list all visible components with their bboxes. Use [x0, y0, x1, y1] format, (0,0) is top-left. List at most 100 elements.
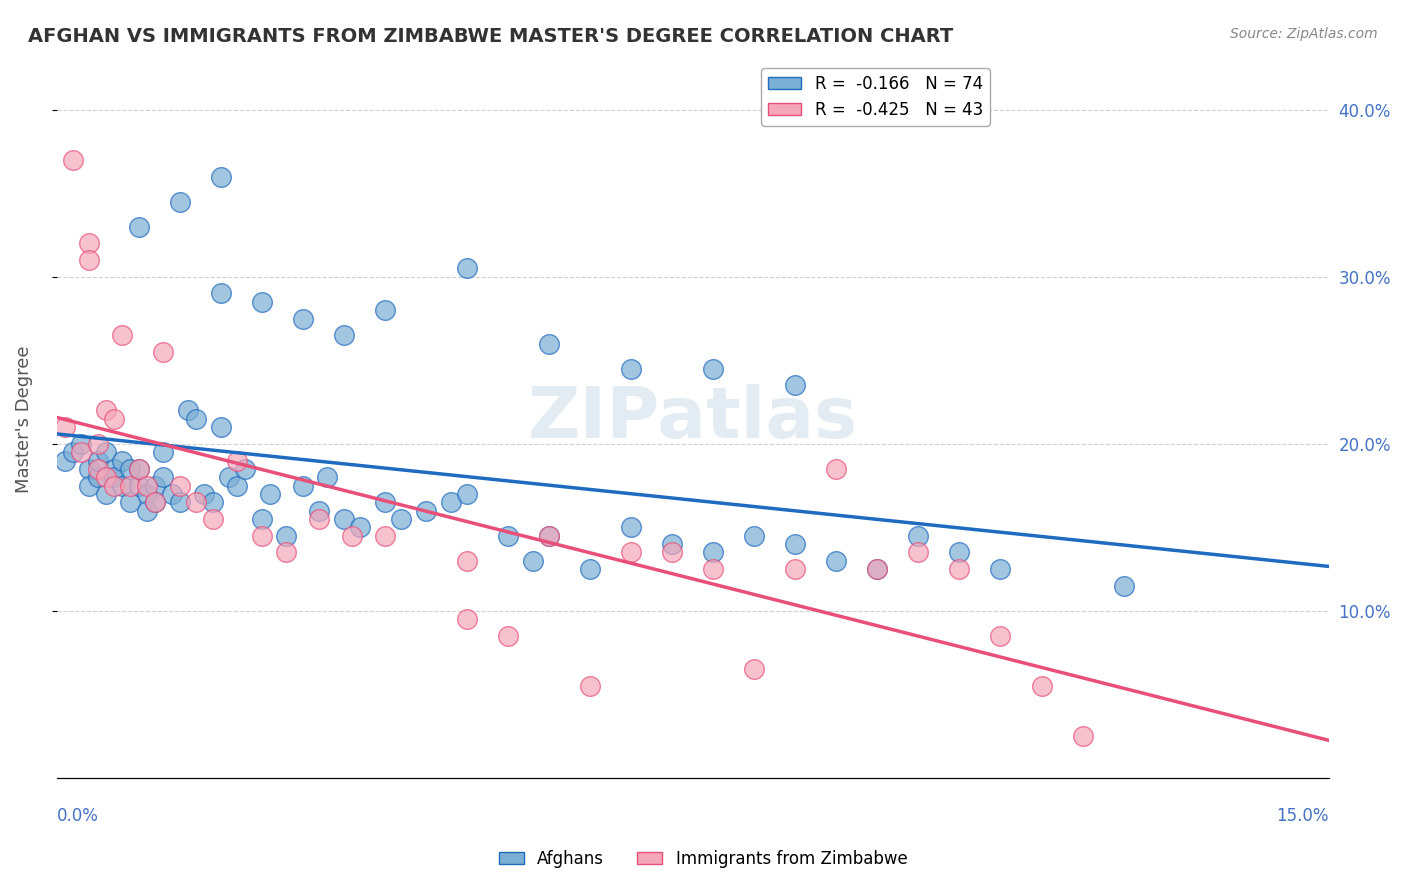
Point: [186, 412, 208, 426]
Text: AFGHAN VS IMMIGRANTS FROM ZIMBABWE MASTER'S DEGREE CORRELATION CHART: AFGHAN VS IMMIGRANTS FROM ZIMBABWE MASTE…: [28, 27, 953, 45]
Point: [496, 529, 519, 543]
Point: [53, 420, 76, 434]
Point: [169, 194, 191, 209]
Point: [866, 562, 889, 576]
Point: [86, 453, 108, 467]
Point: [276, 529, 298, 543]
Point: [538, 529, 561, 543]
Point: [661, 537, 683, 551]
Point: [79, 478, 101, 492]
Point: [169, 495, 191, 509]
Point: [70, 437, 93, 451]
Point: [661, 545, 683, 559]
Point: [702, 562, 724, 576]
Point: [226, 478, 249, 492]
Point: [948, 562, 970, 576]
Point: [160, 487, 183, 501]
Point: [316, 470, 339, 484]
Point: [948, 545, 970, 559]
Point: [415, 504, 437, 518]
Point: [456, 612, 478, 626]
Point: [907, 545, 929, 559]
Point: [135, 504, 157, 518]
Text: 15.0%: 15.0%: [1277, 806, 1329, 825]
Point: [785, 378, 807, 392]
Point: [349, 520, 371, 534]
Point: [250, 294, 273, 309]
Point: [702, 361, 724, 376]
Point: [79, 236, 101, 251]
Point: [86, 437, 108, 451]
Point: [333, 512, 356, 526]
Point: [94, 403, 117, 417]
Point: [62, 445, 84, 459]
Point: [825, 554, 848, 568]
Point: [193, 487, 215, 501]
Point: [374, 495, 396, 509]
Point: [990, 629, 1012, 643]
Point: [456, 554, 478, 568]
Text: ZIPatlas: ZIPatlas: [527, 384, 858, 453]
Point: [103, 412, 125, 426]
Point: [620, 520, 643, 534]
Point: [120, 495, 142, 509]
Point: [702, 545, 724, 559]
Point: [111, 453, 134, 467]
Point: [103, 470, 125, 484]
Point: [291, 311, 314, 326]
Point: [389, 512, 412, 526]
Legend: R =  -0.166   N = 74, R =  -0.425   N = 43: R = -0.166 N = 74, R = -0.425 N = 43: [762, 68, 990, 126]
Point: [120, 478, 142, 492]
Point: [111, 478, 134, 492]
Text: 0.0%: 0.0%: [56, 806, 98, 825]
Point: [742, 662, 765, 676]
Point: [235, 462, 257, 476]
Point: [620, 545, 643, 559]
Point: [143, 495, 166, 509]
Point: [522, 554, 544, 568]
Point: [86, 462, 108, 476]
Point: [94, 487, 117, 501]
Point: [128, 478, 150, 492]
Point: [70, 445, 93, 459]
Point: [456, 261, 478, 276]
Point: [1112, 579, 1135, 593]
Text: Source: ZipAtlas.com: Source: ZipAtlas.com: [1230, 27, 1378, 41]
Point: [152, 445, 174, 459]
Point: [209, 286, 232, 301]
Point: [79, 462, 101, 476]
Point: [226, 453, 249, 467]
Point: [439, 495, 461, 509]
Point: [169, 478, 191, 492]
Point: [579, 679, 602, 693]
Point: [152, 470, 174, 484]
Point: [907, 529, 929, 543]
Point: [135, 487, 157, 501]
Point: [94, 470, 117, 484]
Point: [128, 462, 150, 476]
Point: [866, 562, 889, 576]
Point: [79, 253, 101, 268]
Point: [128, 219, 150, 234]
Point: [1031, 679, 1053, 693]
Point: [785, 537, 807, 551]
Point: [111, 328, 134, 343]
Point: [250, 529, 273, 543]
Point: [333, 328, 356, 343]
Point: [143, 495, 166, 509]
Point: [785, 562, 807, 576]
Point: [143, 478, 166, 492]
Point: [86, 470, 108, 484]
Point: [374, 303, 396, 318]
Point: [103, 478, 125, 492]
Point: [103, 462, 125, 476]
Point: [201, 512, 224, 526]
Point: [742, 529, 765, 543]
Point: [94, 445, 117, 459]
Point: [308, 504, 330, 518]
Point: [135, 478, 157, 492]
Point: [152, 345, 174, 359]
Point: [53, 453, 76, 467]
Y-axis label: Master's Degree: Master's Degree: [15, 345, 32, 492]
Point: [1071, 729, 1094, 743]
